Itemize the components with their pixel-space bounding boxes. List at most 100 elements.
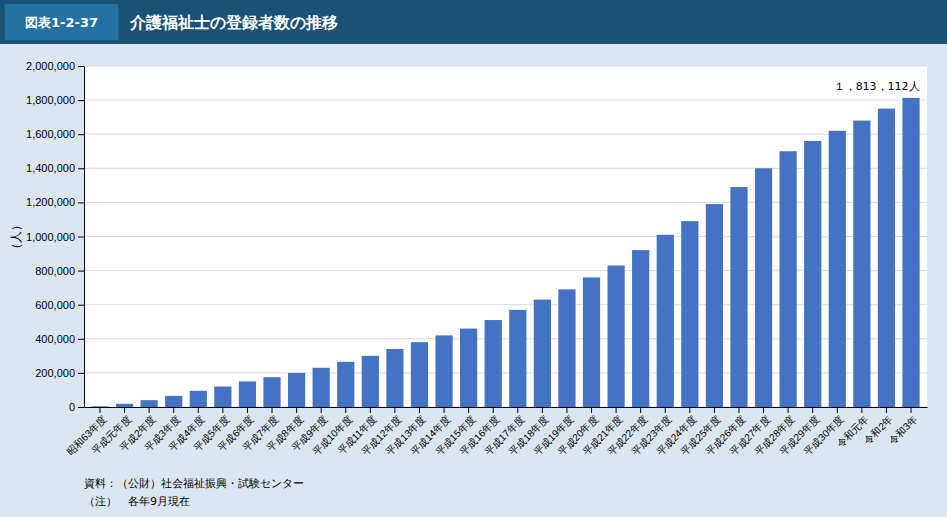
bar xyxy=(730,187,747,407)
y-tick-label: 1,000,000 xyxy=(26,231,75,243)
x-tick-mark xyxy=(689,407,690,413)
y-tick-label: 1,400,000 xyxy=(26,162,75,174)
grid xyxy=(84,66,927,407)
x-tick-mark xyxy=(542,407,543,413)
plot: 0200,000400,000600,000800,0001,000,0001,… xyxy=(9,60,928,457)
bar xyxy=(214,387,231,407)
x-tick-mark xyxy=(493,407,494,413)
bar xyxy=(583,277,600,407)
x-tick-mark xyxy=(370,407,371,413)
grid-line xyxy=(84,407,927,408)
y-axis: 0200,000400,000600,000800,0001,000,0001,… xyxy=(26,60,84,413)
y-tick-label: 1,200,000 xyxy=(26,196,75,208)
grid-line xyxy=(84,338,927,339)
y-tick-mark xyxy=(78,202,84,203)
grid-line xyxy=(84,372,927,373)
x-tick-mark xyxy=(714,407,715,413)
y-tick-mark xyxy=(78,407,84,408)
figure-label: 図表1-2-37 xyxy=(25,15,98,30)
source-line: （注） 各年9月現在 xyxy=(84,495,190,508)
bar xyxy=(288,373,305,407)
bar xyxy=(558,289,575,407)
bar xyxy=(632,250,649,407)
y-tick-mark xyxy=(78,339,84,340)
x-tick-mark xyxy=(616,407,617,413)
bar xyxy=(141,400,158,407)
y-tick-mark xyxy=(78,134,84,135)
y-tick: 200,000 xyxy=(35,367,84,379)
bar xyxy=(780,151,797,407)
x-tick-mark xyxy=(444,407,445,413)
x-tick-label: 令和元年 xyxy=(834,413,870,449)
x-tick-mark xyxy=(763,407,764,413)
plot-background xyxy=(84,66,927,407)
x-tick-mark xyxy=(517,407,518,413)
source-line: 資料：（公財）社会福祉振興・試験センター xyxy=(84,477,304,490)
x-tick-mark xyxy=(173,407,174,413)
x-tick-mark xyxy=(591,407,592,413)
x-tick-label: 令和3年 xyxy=(887,413,920,446)
y-tick-mark xyxy=(78,237,84,238)
bar xyxy=(755,168,772,407)
chart: 図表1-2-37介護福祉士の登録者数の推移0200,000400,000600,… xyxy=(0,0,947,517)
y-tick-label: 600,000 xyxy=(35,299,75,311)
grid-line xyxy=(84,134,927,135)
x-tick-mark xyxy=(419,407,420,413)
bar xyxy=(657,235,674,407)
x-tick-mark xyxy=(468,407,469,413)
bar xyxy=(362,356,379,407)
y-tick: 600,000 xyxy=(35,299,84,311)
grid-line xyxy=(84,66,927,67)
bar xyxy=(116,404,133,407)
source: 資料：（公財）社会福祉振興・試験センター （注） 各年9月現在 xyxy=(84,477,304,508)
y-tick-label: 1,800,000 xyxy=(26,94,75,106)
grid-line xyxy=(84,168,927,169)
bar xyxy=(386,349,403,407)
y-tick: 1,800,000 xyxy=(26,94,84,106)
grid-line xyxy=(84,270,927,271)
x-tick-mark xyxy=(886,407,887,413)
bar xyxy=(607,265,624,407)
grid-line xyxy=(84,202,927,203)
x-tick-mark xyxy=(861,407,862,413)
y-tick-mark xyxy=(78,100,84,101)
annotation: １，813，112人 xyxy=(834,80,920,93)
grid-line xyxy=(84,100,927,101)
y-tick-label: 1,600,000 xyxy=(26,128,75,140)
bars xyxy=(91,98,919,407)
x-tick-mark xyxy=(222,407,223,413)
bar xyxy=(853,121,870,407)
y-tick-label: 0 xyxy=(69,401,75,413)
bar xyxy=(239,381,256,407)
bar xyxy=(411,342,428,407)
x-axis-line xyxy=(85,407,928,408)
y-tick: 800,000 xyxy=(35,265,84,277)
y-tick: 1,600,000 xyxy=(26,128,84,140)
bar xyxy=(829,131,846,407)
x-tick-mark xyxy=(321,407,322,413)
bar xyxy=(337,362,354,407)
x-tick-mark xyxy=(566,407,567,413)
y-tick: 1,400,000 xyxy=(26,162,84,174)
bar xyxy=(91,406,108,407)
x-tick-mark xyxy=(788,407,789,413)
y-axis-line xyxy=(84,67,85,408)
x-tick-label: 平成30年度 xyxy=(802,413,846,457)
y-tick-mark xyxy=(78,66,84,67)
bar xyxy=(435,335,452,407)
x-tick-mark xyxy=(149,407,150,413)
x-tick-mark xyxy=(345,407,346,413)
x-axis: 昭和63年度平成元年度平成2年度平成3年度平成4年度平成5年度平成6年度平成7年… xyxy=(65,407,928,457)
x-tick-mark xyxy=(247,407,248,413)
x-tick-mark xyxy=(99,407,100,413)
x-tick-mark xyxy=(665,407,666,413)
y-tick: 1,000,000 xyxy=(26,231,84,243)
y-tick-mark xyxy=(78,305,84,306)
y-tick: 0 xyxy=(69,401,84,413)
y-tick: 2,000,000 xyxy=(26,60,84,72)
x-tick-mark xyxy=(272,407,273,413)
bar xyxy=(534,300,551,407)
x-tick-mark xyxy=(640,407,641,413)
grid-line xyxy=(84,304,927,305)
bar xyxy=(460,329,477,407)
